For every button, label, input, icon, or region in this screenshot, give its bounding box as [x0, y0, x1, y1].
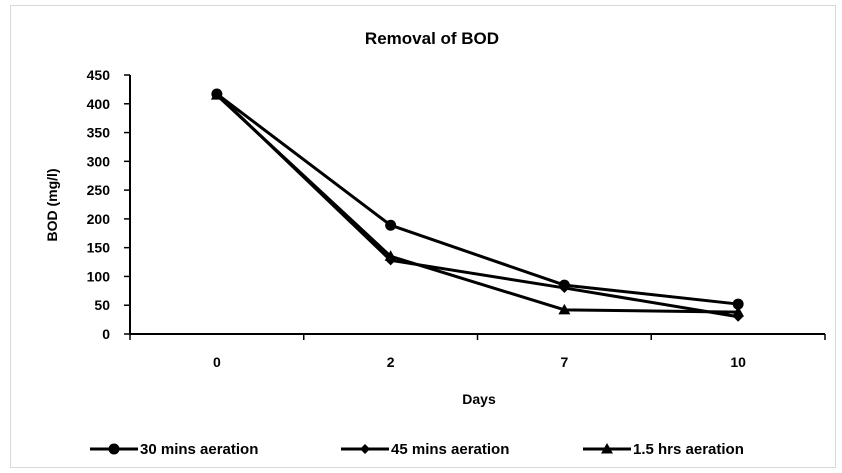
legend-label: 45 mins aeration	[391, 441, 509, 458]
y-tick-label: 150	[87, 240, 111, 256]
y-tick-label: 50	[94, 297, 110, 313]
data-point	[210, 89, 223, 100]
y-tick-label: 450	[87, 67, 111, 83]
x-axis-ticks: 0 2 7 10	[129, 334, 826, 370]
x-tick-label: 7	[560, 354, 568, 370]
legend-marker	[601, 443, 613, 454]
series-circle	[211, 88, 744, 310]
series-diamond	[211, 88, 744, 322]
chart-frame	[10, 5, 836, 468]
x-tick-label: 2	[387, 354, 395, 370]
y-tick-label: 200	[87, 211, 111, 227]
data-point	[732, 306, 745, 317]
y-axis-title: BOD (mg/l)	[44, 168, 60, 241]
series-line	[215, 94, 739, 314]
series-layer	[210, 88, 745, 322]
y-axis-ticks: 0 50 100 150 200 250 300 350 400 450	[87, 67, 130, 342]
y-tick-label: 0	[102, 326, 110, 342]
axes	[129, 75, 825, 335]
y-tick-label: 300	[87, 153, 111, 169]
data-point	[385, 219, 397, 231]
legend-item: 1.5 hrs aeration	[583, 441, 744, 458]
x-tick-label: 10	[730, 354, 746, 370]
series-triangle	[210, 89, 745, 317]
legend-item: 30 mins aeration	[90, 441, 258, 458]
data-point	[558, 303, 571, 315]
legend-item: 45 mins aeration	[341, 441, 509, 458]
chart-title: Removal of BOD	[365, 29, 499, 48]
y-tick-label: 250	[87, 182, 111, 198]
x-tick-label: 0	[213, 354, 221, 370]
legend-marker	[360, 444, 370, 454]
data-point	[732, 298, 744, 310]
legend-label: 1.5 hrs aeration	[633, 441, 744, 458]
y-tick-label: 400	[87, 96, 111, 112]
legend-marker	[108, 443, 120, 455]
legend: 30 mins aeration 45 mins aeration 1.5 hrs …	[90, 441, 744, 458]
series-line	[215, 92, 739, 306]
data-point	[559, 282, 570, 293]
x-axis-title: Days	[462, 391, 496, 407]
y-tick-label: 100	[87, 268, 111, 284]
legend-label: 30 mins aeration	[140, 441, 258, 458]
data-point	[384, 250, 397, 261]
y-tick-label: 350	[87, 125, 111, 141]
